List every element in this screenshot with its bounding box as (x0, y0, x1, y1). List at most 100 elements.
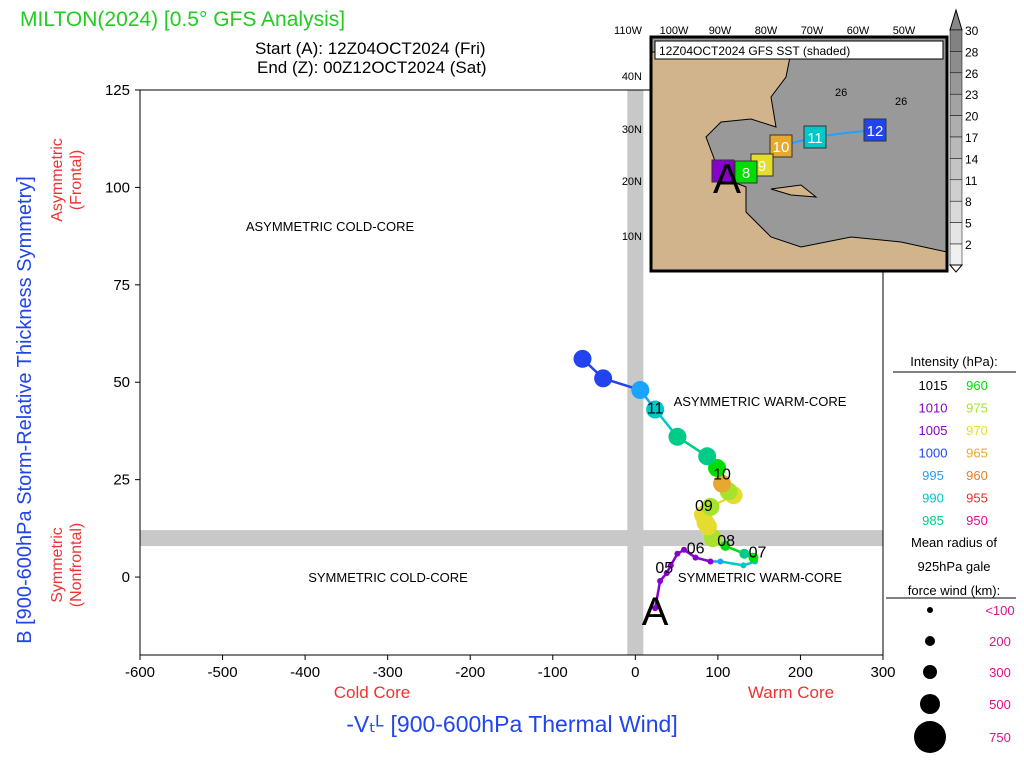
colorbar-cell (949, 179, 963, 202)
track-point (740, 562, 747, 569)
colorbar-cell (949, 72, 963, 95)
track-point (668, 427, 687, 446)
colorbar-label: 5 (965, 217, 972, 231)
track-point (652, 605, 659, 612)
track-point (713, 474, 732, 493)
colorbar-label: 17 (965, 131, 979, 145)
track-point (657, 577, 664, 584)
track-box (711, 159, 735, 183)
colorbar-cell (949, 51, 963, 74)
day-label: 06 (687, 541, 705, 558)
day-label: 09 (695, 498, 713, 515)
quadrant-label: SYMMETRIC WARM-CORE (678, 570, 843, 585)
intensity-legend-title: Intensity (hPa): (910, 354, 997, 369)
x-tick-label: -500 (208, 664, 238, 681)
track-point (739, 548, 750, 559)
colorbar-label: 28 (965, 45, 979, 59)
intensity-item: 955 (966, 491, 988, 506)
track-point (692, 554, 699, 561)
radius-dot (920, 694, 940, 714)
y-note: (Nonfrontal) (68, 523, 85, 607)
track-box (863, 118, 887, 142)
track-box (734, 160, 758, 184)
x-tick-label: -100 (538, 664, 568, 681)
intensity-item: 950 (966, 513, 988, 528)
plot-frame (139, 89, 884, 656)
track-box (803, 125, 827, 149)
day-label: 10 (713, 467, 731, 484)
colorbar-cell (949, 200, 963, 223)
x-tick-label: -200 (455, 664, 485, 681)
cuba (770, 184, 818, 198)
day-label: 11 (647, 400, 664, 417)
colorbar-cell (949, 243, 963, 266)
track-segment (720, 560, 744, 567)
x-tick-label: -400 (290, 664, 320, 681)
horizontal-b10-band (140, 530, 883, 547)
colorbar-cell (949, 158, 963, 181)
intensity-item: 960 (966, 468, 988, 483)
intensity-item: 1000 (919, 446, 948, 461)
chart-title: MILTON(2024) [0.5° GFS Analysis] (20, 8, 346, 31)
colorbar-top-arrow (949, 8, 963, 31)
y-tick-label: 25 (113, 472, 130, 489)
track-point (701, 497, 720, 516)
x-tick-label: 200 (788, 664, 813, 681)
intensity-item: 975 (966, 401, 988, 416)
quadrant-label: SYMMETRIC COLD-CORE (308, 570, 468, 585)
colorbar-cell (949, 29, 963, 52)
colorbar-cell (949, 115, 963, 138)
inset-frame (649, 35, 949, 273)
track-point (663, 570, 670, 577)
track-point (674, 550, 681, 557)
inset-title: 12Z04OCT2024 GFS SST (shaded) (659, 44, 850, 58)
colorbar-label: 20 (965, 110, 979, 124)
y-note: Symmetric (49, 527, 66, 603)
track-point (707, 558, 714, 565)
radius-dot (914, 721, 946, 753)
start-time: Start (A): 12Z04OCT2024 (Fri) (255, 39, 486, 58)
vertical-zero-band (627, 90, 644, 655)
start-marker: A (642, 590, 669, 634)
track-point (698, 447, 717, 466)
x-tick-label: 300 (870, 664, 895, 681)
x-tick-label: 0 (631, 664, 639, 681)
y-axis-label: B [900-600hPa Storm-Relative Thickness S… (14, 176, 36, 644)
y-note: Asymmetric (49, 138, 66, 222)
lon-label: 90W (709, 25, 732, 37)
track-point (646, 400, 665, 419)
radius-legend-title: force wind (km): (908, 583, 1000, 598)
colorbar-bottom-arrow (948, 264, 964, 273)
lat-label: 30N (622, 124, 642, 136)
colorbar-cell (949, 136, 963, 159)
colorbar-label: 2 (965, 238, 972, 252)
intensity-item: 1015 (919, 378, 948, 393)
track-box (769, 134, 793, 158)
lat-label: 20N (622, 176, 642, 188)
track-point (748, 552, 759, 563)
track-point (720, 540, 731, 551)
inset-start-marker: A (713, 155, 741, 202)
y-tick-label: 125 (105, 82, 130, 99)
radius-item: 750 (989, 730, 1011, 745)
colorbar-label: 11 (965, 174, 978, 188)
x-tick-label: -600 (125, 664, 155, 681)
colorbar-label: 26 (965, 67, 979, 81)
sst-contour-label: 26 (895, 96, 907, 108)
intensity-item: 985 (922, 513, 944, 528)
colorbar-label: 8 (965, 195, 972, 209)
day-label: 08 (717, 533, 735, 550)
radius-dot (925, 636, 935, 646)
colorbar-label: 14 (965, 152, 979, 166)
track-box-label: 12 (867, 123, 884, 140)
radius-dot (923, 665, 937, 679)
track-box-label: 10 (773, 139, 790, 156)
colorbar-cell (949, 93, 963, 116)
track-box-label: 8 (742, 165, 750, 182)
x-warm-note: Warm Core (748, 683, 834, 702)
radius-dot (927, 607, 933, 613)
radius-item: 200 (989, 634, 1011, 649)
track-point (573, 349, 592, 368)
track-point (667, 562, 674, 569)
radius-legend-title: 925hPa gale (917, 559, 990, 574)
